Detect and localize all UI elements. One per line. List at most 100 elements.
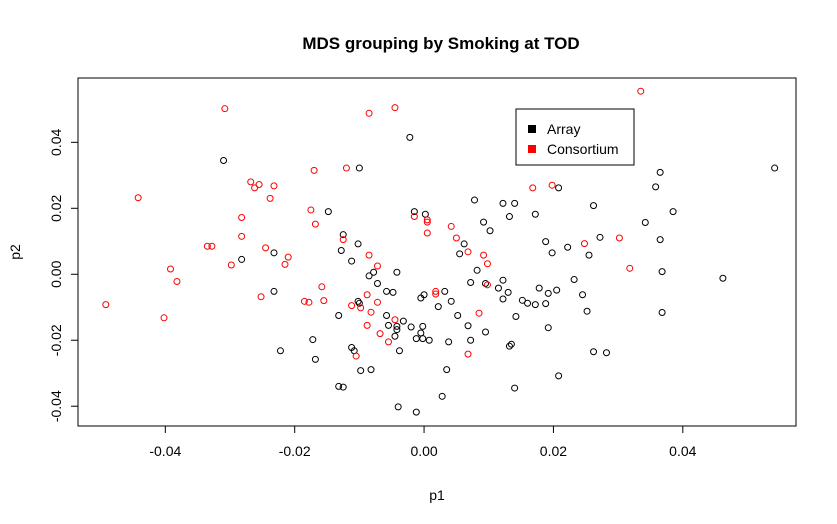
- point-array: [383, 311, 391, 319]
- point-array: [348, 257, 356, 265]
- point-array: [309, 336, 317, 344]
- y-axis-label: p2: [7, 244, 23, 260]
- point-array: [441, 287, 449, 295]
- legend-swatch-consortium: [528, 145, 536, 153]
- point-consortium: [391, 316, 399, 324]
- point-consortium: [339, 236, 347, 244]
- x-tick-label: 0.02: [540, 443, 567, 459]
- x-tick-label: -0.02: [279, 443, 311, 459]
- point-array: [585, 251, 593, 259]
- point-consortium: [238, 214, 246, 222]
- point-array: [419, 335, 427, 343]
- point-array: [542, 300, 550, 308]
- point-array: [394, 403, 402, 411]
- point-consortium: [160, 314, 168, 322]
- point-consortium: [318, 283, 326, 291]
- point-consortium: [376, 330, 384, 338]
- point-array: [220, 156, 228, 164]
- point-consortium: [464, 248, 472, 256]
- point-array: [367, 366, 375, 374]
- y-tick-label: 0.00: [48, 260, 64, 287]
- point-array: [337, 247, 345, 255]
- point-array: [658, 309, 666, 317]
- point-consortium: [626, 264, 634, 272]
- point-array: [460, 240, 468, 248]
- point-array: [656, 236, 664, 244]
- point-array: [373, 280, 381, 288]
- point-consortium: [352, 352, 360, 360]
- point-array: [579, 291, 587, 299]
- point-consortium: [227, 261, 235, 269]
- point-consortium: [373, 262, 381, 270]
- point-array: [583, 307, 591, 315]
- point-array: [456, 250, 464, 258]
- point-array: [507, 340, 515, 348]
- point-consortium: [529, 184, 537, 192]
- point-array: [391, 332, 399, 340]
- point-consortium: [305, 298, 313, 306]
- point-consortium: [452, 234, 460, 242]
- point-consortium: [311, 220, 319, 228]
- legend: Array Consortium: [515, 108, 635, 166]
- point-array: [276, 347, 284, 355]
- point-array: [570, 276, 578, 284]
- y-tick-label: 0.02: [48, 194, 64, 221]
- point-array: [641, 218, 649, 226]
- point-array: [499, 295, 507, 303]
- point-array: [339, 383, 347, 391]
- point-consortium: [357, 304, 365, 312]
- point-consortium: [255, 181, 263, 189]
- point-array: [445, 338, 453, 346]
- point-array: [419, 322, 427, 330]
- point-array: [512, 312, 520, 320]
- point-array: [658, 268, 666, 276]
- point-consortium: [262, 244, 270, 252]
- point-array: [238, 255, 246, 263]
- point-consortium: [281, 260, 289, 268]
- point-consortium: [637, 87, 645, 95]
- point-consortium: [480, 251, 488, 259]
- data-points: [102, 87, 779, 416]
- point-array: [669, 208, 677, 216]
- point-consortium: [365, 251, 373, 259]
- point-consortium: [391, 104, 399, 112]
- point-array: [324, 208, 332, 216]
- point-array: [406, 133, 414, 141]
- point-array: [719, 274, 727, 282]
- point-consortium: [615, 234, 623, 242]
- point-consortium: [423, 218, 431, 226]
- point-array: [602, 349, 610, 357]
- y-tick-label: 0.04: [48, 128, 64, 155]
- point-array: [393, 322, 401, 330]
- legend-box: [515, 108, 635, 166]
- point-consortium: [580, 240, 588, 248]
- point-array: [355, 299, 363, 307]
- point-array: [564, 243, 572, 251]
- x-tick-label: 0.00: [410, 443, 437, 459]
- point-consortium: [166, 265, 174, 273]
- point-array: [486, 227, 494, 235]
- point-consortium: [384, 338, 392, 346]
- point-array: [524, 299, 532, 307]
- point-consortium: [483, 260, 491, 268]
- x-tick-label: -0.04: [149, 443, 181, 459]
- legend-label-consortium: Consortium: [547, 141, 619, 157]
- plot-frame: [77, 77, 797, 427]
- point-array: [494, 284, 502, 292]
- point-array: [467, 336, 475, 344]
- point-consortium: [432, 287, 440, 295]
- point-array: [499, 199, 507, 207]
- point-array: [407, 323, 415, 331]
- point-array: [393, 326, 401, 334]
- point-array: [354, 240, 362, 248]
- x-axis-label: p1: [429, 487, 445, 503]
- point-array: [511, 199, 519, 207]
- point-consortium: [432, 290, 440, 298]
- point-array: [434, 303, 442, 311]
- point-array: [590, 202, 598, 210]
- point-array: [652, 183, 660, 191]
- point-consortium: [251, 184, 259, 192]
- point-consortium: [221, 105, 229, 113]
- point-array: [425, 336, 433, 344]
- point-consortium: [203, 242, 211, 250]
